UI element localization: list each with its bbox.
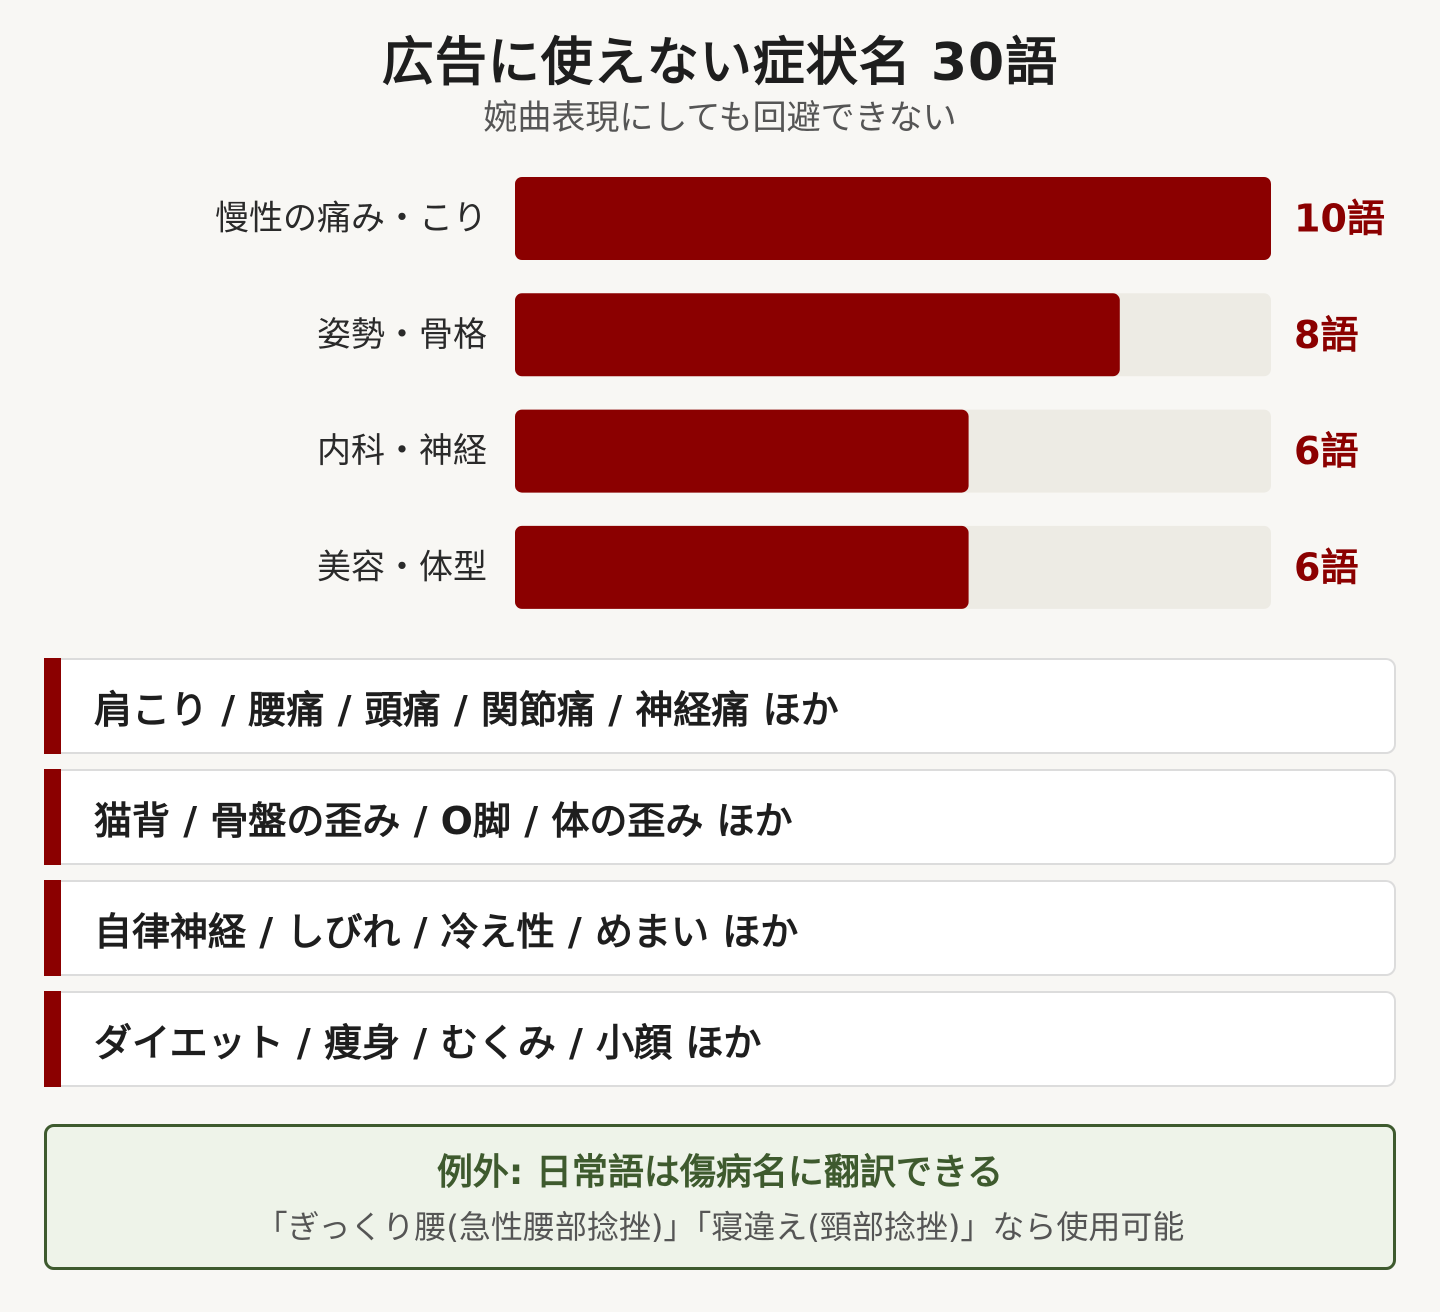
exception-note-title: 例外: 日常語は傷病名に翻訳できる (436, 1152, 1004, 1193)
example-text: 肩こり / 腰痛 / 頭痛 / 関節痛 / 神経痛 ほか (94, 687, 839, 732)
value-label: 10語 (1294, 197, 1385, 241)
example-text: 猫背 / 骨盤の歪み / O脚 / 体の歪み ほか (94, 798, 793, 843)
category-label: 美容・体型 (317, 547, 487, 587)
bar (515, 177, 1271, 260)
example-list: 肩こり / 腰痛 / 頭痛 / 関節痛 / 神経痛 ほか 猫背 / 骨盤の歪み … (44, 658, 1396, 1102)
bar (515, 293, 1120, 377)
example-accent-bar (44, 658, 61, 754)
example-accent-bar (44, 991, 61, 1087)
category-label: 慢性の痛み・こり (215, 199, 487, 239)
bar (515, 525, 969, 609)
chart-title: 広告に使えない症状名 30語 (381, 33, 1059, 93)
header: 広告に使えない症状名 30語 婉曲表現にしても回避できない (0, 28, 1440, 142)
example-accent-bar (44, 880, 61, 976)
example-card: 肩こり / 腰痛 / 頭痛 / 関節痛 / 神経痛 ほか (44, 658, 1396, 754)
value-label: 8語 (1294, 313, 1358, 357)
example-text: 自律神経 / しびれ / 冷え性 / めまい ほか (94, 909, 799, 954)
bar (515, 409, 969, 493)
chart-subtitle: 婉曲表現にしても回避できない (483, 98, 957, 138)
example-text: ダイエット / 痩身 / むくみ / 小顔 ほか (94, 1020, 762, 1065)
exception-note: 例外: 日常語は傷病名に翻訳できる 「ぎっくり腰(急性腰部捻挫)」「寝違え(頸部… (44, 1124, 1396, 1270)
example-card: ダイエット / 痩身 / むくみ / 小顔 ほか (44, 991, 1396, 1087)
category-label: 内科・神経 (317, 431, 487, 471)
exception-note-body: 「ぎっくり腰(急性腰部捻挫)」「寝違え(頸部捻挫)」なら使用可能 (255, 1208, 1185, 1246)
value-label: 6語 (1294, 545, 1358, 589)
value-label: 6語 (1294, 429, 1358, 473)
example-card: 自律神経 / しびれ / 冷え性 / めまい ほか (44, 880, 1396, 976)
example-accent-bar (44, 769, 61, 865)
category-label: 姿勢・骨格 (317, 315, 487, 355)
example-card: 猫背 / 骨盤の歪み / O脚 / 体の歪み ほか (44, 769, 1396, 865)
